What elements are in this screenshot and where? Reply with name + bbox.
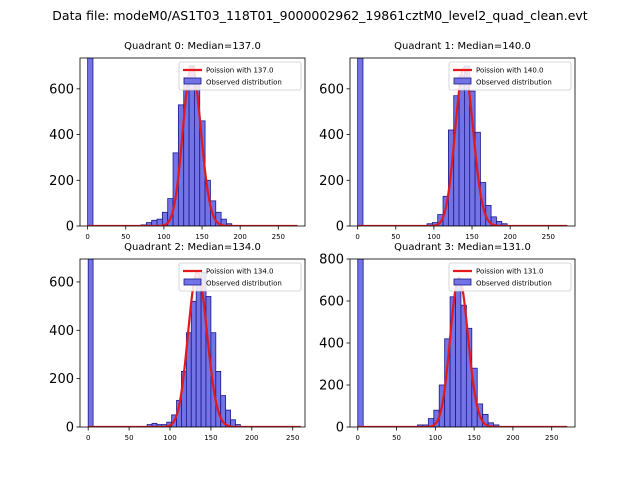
legend-bar-swatch (183, 278, 202, 286)
y-tick-label: 200 (49, 372, 74, 387)
x-tick-label: 150 (195, 233, 208, 241)
figure-title: Data file: modeM0/AS1T03_118T01_90000029… (52, 8, 587, 23)
x-tick-label: 0 (86, 434, 90, 442)
legend-box (178, 262, 302, 292)
legend-label-observed: Observed distribution (476, 79, 552, 87)
quadrant-title: Quadrant 0: Median=137.0 (124, 41, 261, 52)
x-tick-label: 150 (467, 434, 480, 442)
legend: Poission with 131.0 Observed distribution (448, 262, 572, 292)
legend-box (178, 61, 302, 91)
histogram-bar (458, 74, 465, 226)
x-tick-label: 250 (286, 434, 299, 442)
histogram-bar (190, 300, 197, 427)
histogram-bar (195, 276, 202, 427)
x-tick-label: 100 (163, 434, 176, 442)
y-tick-label: 600 (319, 82, 344, 97)
y-tick-label: 0 (66, 220, 74, 235)
x-tick-label: 200 (245, 434, 258, 442)
axes-frame (79, 57, 306, 227)
legend-bar-swatch (453, 77, 472, 85)
histogram-bar (460, 304, 467, 427)
histogram-bar (87, 259, 94, 427)
x-tick-label: 0 (356, 434, 360, 442)
legend: Poission with 137.0 Observed distribution (178, 61, 302, 91)
legend-bar-swatch (453, 278, 472, 286)
y-tick-label: 200 (319, 174, 344, 189)
quadrant-2-panel: 0 50 100 150 200 250 0 200 400 600 Quadrant 2: Med… (49, 242, 306, 442)
x-tick-label: 100 (427, 233, 440, 241)
legend-label-poisson: Poission with 134.0 (206, 268, 274, 276)
y-tick-label: 600 (49, 82, 74, 97)
y-tick-label: 400 (319, 337, 344, 352)
x-tick-label: 50 (125, 434, 134, 442)
x-tick-label: 0 (85, 233, 89, 241)
y-tick-label: 400 (49, 128, 74, 143)
y-tick-label: 600 (319, 295, 344, 310)
x-tick-label: 100 (429, 434, 442, 442)
x-tick-label: 250 (272, 233, 285, 241)
x-tick-label: 50 (391, 233, 400, 241)
x-tick-label: 150 (204, 434, 217, 442)
y-tick-label: 400 (49, 324, 74, 339)
legend: Poission with 134.0 Observed distribution (178, 262, 302, 292)
x-tick-label: 200 (503, 233, 516, 241)
histogram-bar (357, 259, 364, 427)
legend-label-observed: Observed distribution (476, 280, 552, 288)
legend-label-observed: Observed distribution (206, 280, 282, 288)
x-tick-label: 50 (392, 434, 401, 442)
x-tick-label: 250 (545, 434, 558, 442)
y-tick-label: 800 (319, 253, 344, 268)
y-tick-label: 600 (49, 275, 74, 290)
x-tick-label: 250 (542, 233, 555, 241)
x-tick-label: 200 (506, 434, 519, 442)
legend-label-poisson: Poission with 131.0 (476, 268, 544, 276)
x-tick-label: 0 (355, 233, 359, 241)
legend-bar-swatch (183, 77, 202, 85)
x-tick-label: 50 (121, 233, 130, 241)
axes-frame (349, 57, 576, 227)
x-tick-label: 150 (465, 233, 478, 241)
y-tick-label: 200 (319, 379, 344, 394)
legend-box (448, 262, 572, 292)
quadrant-title: Quadrant 3: Median=131.0 (394, 242, 531, 253)
histogram-bar (455, 283, 462, 427)
quadrant-0-panel: 0 50 100 150 200 250 0 200 400 600 Quadrant 0: Med… (49, 41, 306, 241)
legend: Poission with 140.0 Observed distribution (448, 61, 572, 91)
y-tick-label: 200 (49, 174, 74, 189)
x-tick-label: 200 (233, 233, 246, 241)
y-tick-label: 400 (319, 128, 344, 143)
histogram-bar (357, 58, 364, 226)
legend-label-poisson: Poission with 140.0 (476, 67, 544, 75)
y-tick-label: 0 (336, 220, 344, 235)
legend-label-poisson: Poission with 137.0 (206, 67, 274, 75)
histogram-bar (87, 58, 94, 226)
x-tick-label: 100 (157, 233, 170, 241)
axes-frame (79, 258, 306, 428)
legend-label-observed: Observed distribution (206, 79, 282, 87)
quadrant-title: Quadrant 2: Median=134.0 (124, 242, 261, 253)
quadrant-3-panel: 0 50 100 150 200 250 0 200 400 600 800 Quadrant 3: … (319, 242, 576, 442)
y-tick-label: 0 (66, 421, 74, 436)
quadrant-1-panel: 0 50 100 150 200 250 0 200 400 600 Quadrant 1: Med… (319, 41, 576, 241)
y-tick-label: 0 (336, 421, 344, 436)
panels: 0 50 100 150 200 250 0 200 400 600 Quadrant 0: Med… (49, 41, 576, 442)
quadrant-title: Quadrant 1: Median=140.0 (394, 41, 531, 52)
legend-box (448, 61, 572, 91)
